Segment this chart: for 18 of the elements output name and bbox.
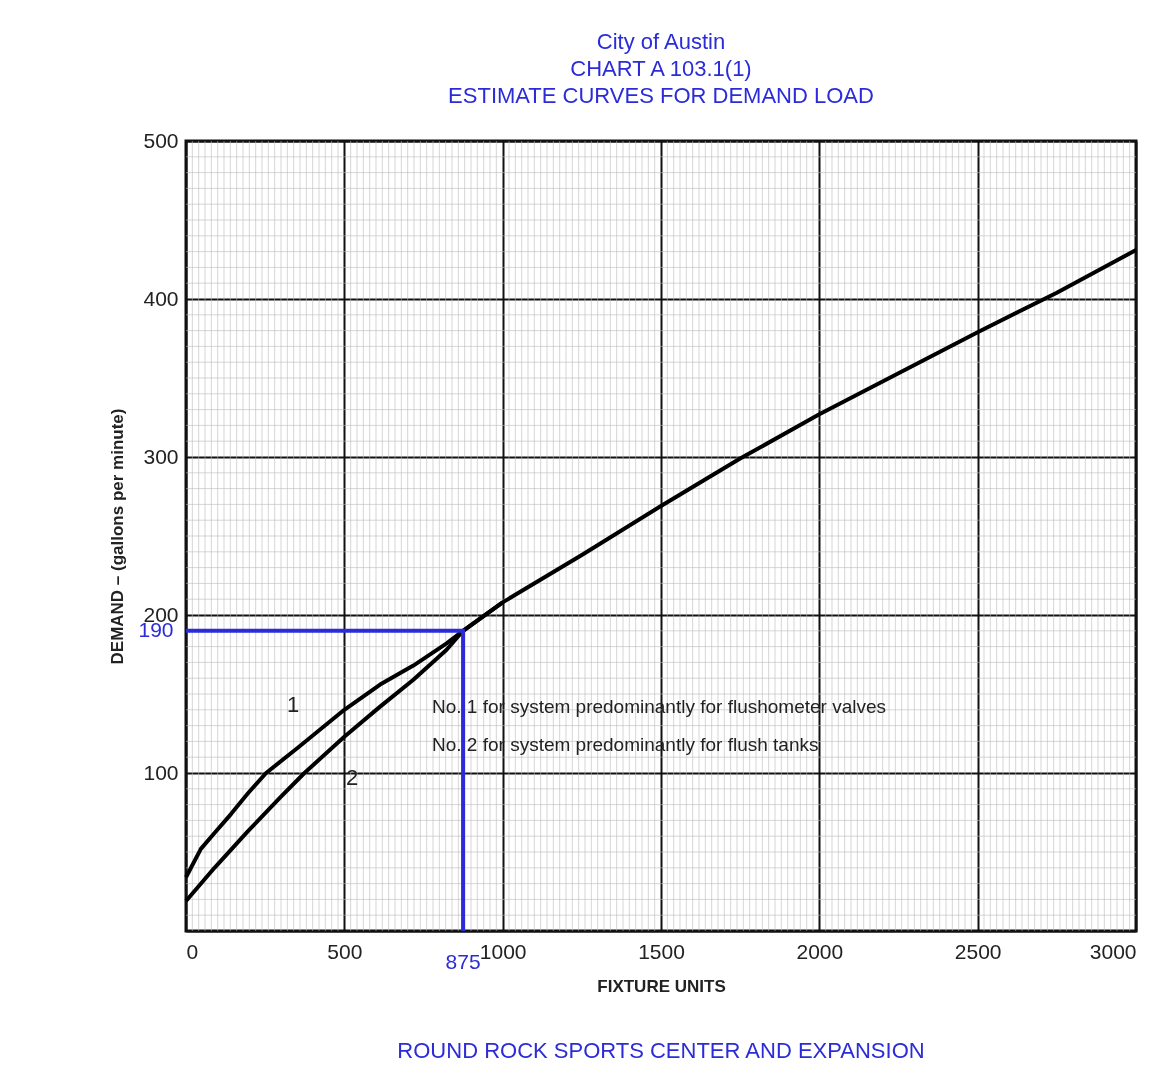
y-tick-label: 300 bbox=[143, 444, 179, 468]
x-tick-label: 1500 bbox=[638, 939, 685, 963]
annotation: 1 bbox=[286, 692, 300, 717]
y-axis-title: DEMAND – (gallons per minute) bbox=[108, 408, 128, 665]
x-tick-label: 0 bbox=[186, 939, 199, 963]
chart-title: City of Austin bbox=[596, 29, 726, 54]
text: ROUND ROCK SPORTS CENTER AND EXPANSION bbox=[397, 1038, 925, 1063]
x-tick-label: 2000 bbox=[796, 939, 844, 963]
chart-subtitle: CHART A 103.1(1) ESTIMATE CURVES FOR DEMAND LOAD bbox=[448, 56, 874, 108]
x-tick-label: 2500 bbox=[954, 939, 1002, 963]
x-tick-label: 500 bbox=[327, 939, 363, 963]
y-tick-label: 100 bbox=[143, 760, 179, 784]
annotation: 875 bbox=[445, 950, 481, 973]
x-axis-title: FIXTURE UNITS bbox=[597, 976, 726, 996]
x-tick-label: 1000 bbox=[479, 939, 527, 963]
y-tick-label: 500 bbox=[143, 128, 179, 152]
x-tick-label: 3000 bbox=[1089, 939, 1137, 963]
y-tick-label: 400 bbox=[143, 286, 179, 310]
